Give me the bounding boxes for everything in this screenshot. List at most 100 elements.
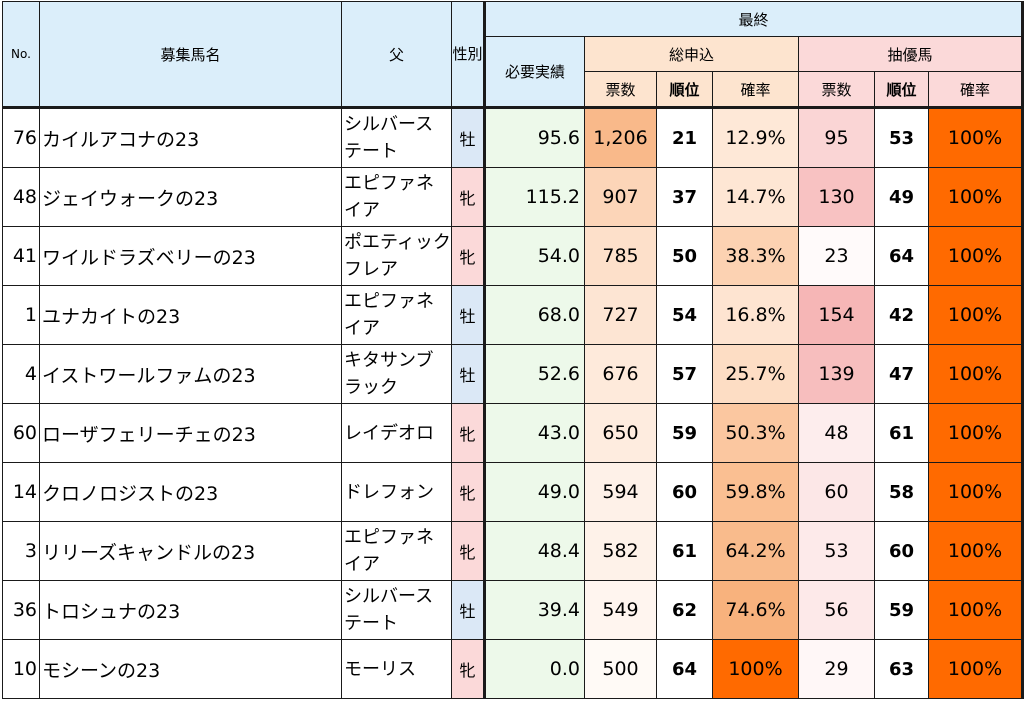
cell-priority-votes: 95 <box>798 106 875 168</box>
cell-total-rank: 50 <box>656 226 713 286</box>
cell-sex: 牡 <box>451 580 485 640</box>
cell-priority-prob: 100% <box>927 403 1024 463</box>
cell-horse-name: モシーンの23 <box>39 639 342 699</box>
cell-total-votes: 1,206 <box>584 106 657 168</box>
cell-sire: キタサンブラック <box>341 344 452 404</box>
cell-no: 48 <box>2 167 40 227</box>
cell-horse-name: クロノロジストの23 <box>39 462 342 522</box>
cell-priority-rank: 59 <box>874 580 929 640</box>
cell-horse-name: トロシュナの23 <box>39 580 342 640</box>
cell-sire: モーリス <box>341 639 452 699</box>
cell-total-prob: 64.2% <box>712 521 799 581</box>
cell-total-votes: 676 <box>584 344 657 404</box>
cell-sire: エピファネイア <box>341 167 452 227</box>
table-row: 48 ジェイウォークの23 エピファネイア牝 115.2 907 37 14.7% 130 49… <box>2 167 1024 227</box>
cell-required: 43.0 <box>483 403 585 463</box>
cell-priority-rank: 60 <box>874 521 929 581</box>
cell-priority-rank: 47 <box>874 344 929 404</box>
header-priority-votes: 票数 <box>798 71 875 109</box>
cell-total-votes: 907 <box>584 167 657 227</box>
header-required: 必要実績 <box>483 36 585 108</box>
header-horse-name: 募集馬名 <box>39 1 342 108</box>
header-final: 最終 <box>482 1 1024 37</box>
cell-required: 52.6 <box>483 344 585 404</box>
cell-horse-name: ジェイウォークの23 <box>39 167 342 227</box>
cell-no: 76 <box>2 106 40 168</box>
cell-required: 95.6 <box>483 106 585 168</box>
cell-sire: エピファネイア <box>341 521 452 581</box>
table-row: 1 ユナカイトの23 エピファネイア牡 68.0 727 54 16.8% 154 42 100% <box>2 285 1024 345</box>
cell-priority-prob: 100% <box>927 167 1024 227</box>
cell-priority-rank: 64 <box>874 226 929 286</box>
cell-sex: 牝 <box>451 462 485 522</box>
cell-priority-rank: 63 <box>874 639 929 699</box>
cell-horse-name: カイルアコナの23 <box>39 106 342 168</box>
cell-required: 39.4 <box>483 580 585 640</box>
cell-sire: レイデオロ <box>341 403 452 463</box>
cell-total-rank: 57 <box>656 344 713 404</box>
cell-sire: シルバーステート <box>341 580 452 640</box>
cell-horse-name: ユナカイトの23 <box>39 285 342 345</box>
cell-priority-prob: 100% <box>927 344 1024 404</box>
cell-total-rank: 59 <box>656 403 713 463</box>
cell-no: 1 <box>2 285 40 345</box>
header-priority-prob: 確率 <box>927 71 1024 109</box>
table-row: 36 トロシュナの23 シルバーステート牡 39.4 549 62 74.6% 56 59 100… <box>2 580 1024 640</box>
cell-total-prob: 12.9% <box>712 106 799 168</box>
cell-total-prob: 14.7% <box>712 167 799 227</box>
cell-no: 3 <box>2 521 40 581</box>
cell-total-votes: 594 <box>584 462 657 522</box>
cell-sire: シルバーステート <box>341 106 452 168</box>
table-row: 4 イストワールファムの23 キタサンブラック牡 52.6 676 57 25.7% 139 4… <box>2 344 1024 404</box>
cell-required: 49.0 <box>483 462 585 522</box>
cell-priority-votes: 56 <box>798 580 875 640</box>
cell-total-prob: 16.8% <box>712 285 799 345</box>
header-total-rank: 順位 <box>656 71 713 109</box>
cell-no: 41 <box>2 226 40 286</box>
header-priority-rank: 順位 <box>874 71 929 109</box>
cell-priority-votes: 130 <box>798 167 875 227</box>
cell-priority-votes: 139 <box>798 344 875 404</box>
header-no: No. <box>2 1 40 108</box>
cell-total-rank: 54 <box>656 285 713 345</box>
cell-priority-prob: 100% <box>927 639 1024 699</box>
cell-total-prob: 100% <box>712 639 799 699</box>
cell-priority-rank: 58 <box>874 462 929 522</box>
cell-horse-name: リリーズキャンドルの23 <box>39 521 342 581</box>
cell-sire: エピファネイア <box>341 285 452 345</box>
cell-priority-prob: 100% <box>927 226 1024 286</box>
cell-required: 68.0 <box>483 285 585 345</box>
cell-priority-prob: 100% <box>927 521 1024 581</box>
cell-required: 48.4 <box>483 521 585 581</box>
cell-total-prob: 25.7% <box>712 344 799 404</box>
table-row: 41 ワイルドラズベリーの23 ポエティックフレア牝 54.0 785 50 38.3% 23… <box>2 226 1024 286</box>
cell-sex: 牡 <box>451 285 485 345</box>
table-row: 10 モシーンの23 モーリス牝 0.0 500 64 100% 29 63 100% <box>2 639 1024 699</box>
header-priority: 抽優馬 <box>797 36 1024 72</box>
cell-priority-rank: 61 <box>874 403 929 463</box>
cell-priority-votes: 23 <box>798 226 875 286</box>
header-total: 総申込 <box>584 36 799 72</box>
table-row: 3 リリーズキャンドルの23 エピファネイア牝 48.4 582 61 64.2% 53 60 1… <box>2 521 1024 581</box>
lottery-table: No. 募集馬名 父 性別 最終 必要実績 総申込 抽優馬 票数 順位 確率 票… <box>2 1 1024 699</box>
cell-no: 60 <box>2 403 40 463</box>
cell-sex: 牡 <box>451 106 485 168</box>
header-total-prob: 確率 <box>712 71 799 109</box>
cell-total-rank: 21 <box>656 106 713 168</box>
cell-no: 10 <box>2 639 40 699</box>
cell-no: 36 <box>2 580 40 640</box>
cell-sex: 牝 <box>451 521 485 581</box>
cell-total-votes: 727 <box>584 285 657 345</box>
cell-horse-name: ローザフェリーチェの23 <box>39 403 342 463</box>
cell-total-rank: 64 <box>656 639 713 699</box>
cell-total-rank: 60 <box>656 462 713 522</box>
cell-total-rank: 37 <box>656 167 713 227</box>
cell-sex: 牝 <box>451 403 485 463</box>
cell-sex: 牝 <box>451 167 485 227</box>
cell-sex: 牝 <box>451 639 485 699</box>
cell-total-votes: 582 <box>584 521 657 581</box>
table-row: 76 カイルアコナの23 シルバーステート牡 95.6 1,206 21 12.9% 95 53… <box>2 106 1024 168</box>
cell-total-rank: 61 <box>656 521 713 581</box>
cell-no: 14 <box>2 462 40 522</box>
cell-total-votes: 785 <box>584 226 657 286</box>
